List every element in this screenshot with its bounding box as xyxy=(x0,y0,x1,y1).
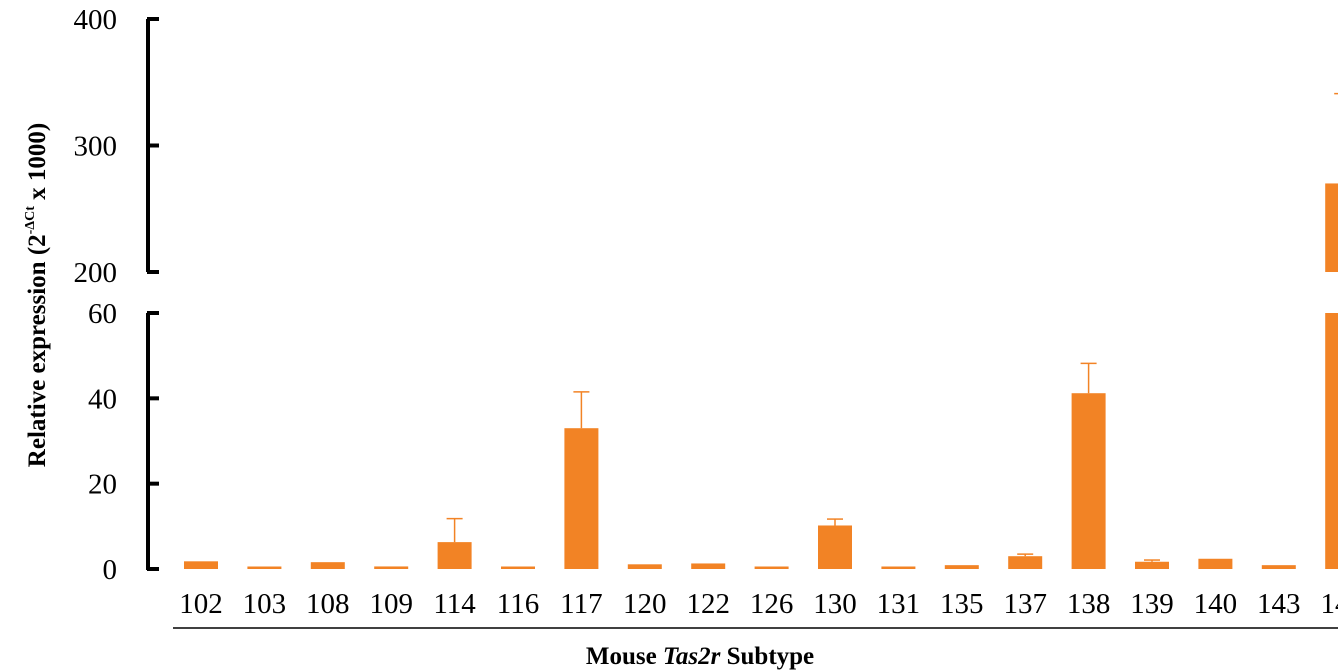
category-label-126: 126 xyxy=(750,588,794,620)
category-label-139: 139 xyxy=(1130,588,1174,620)
bar-135 xyxy=(944,565,979,569)
bar-143 xyxy=(1261,565,1296,569)
category-labels: 102 103 108 109 114 116 117 120 122 126 130 131 135 1… xyxy=(179,588,1338,620)
bar-103 xyxy=(247,566,282,569)
y-axis-title: Relative expression (2-ΔCt x 1000) xyxy=(23,123,51,467)
category-label-117: 117 xyxy=(560,588,602,620)
bar-131 xyxy=(881,566,916,569)
bar-117 xyxy=(564,428,599,569)
bar-109 xyxy=(374,566,409,569)
y-upper-tick-label: 300 xyxy=(74,131,118,163)
bar-120 xyxy=(627,564,662,569)
y-upper-tick-label: 400 xyxy=(74,4,118,36)
category-label-137: 137 xyxy=(1003,588,1047,620)
y-lower-tick-label: 0 xyxy=(103,554,118,586)
category-label-102: 102 xyxy=(179,588,223,620)
category-label-135: 135 xyxy=(940,588,984,620)
bar-108 xyxy=(310,562,345,569)
bar-116 xyxy=(501,566,535,569)
bar-140 xyxy=(1198,558,1233,569)
category-label-108: 108 xyxy=(306,588,350,620)
y-lower-tick-label: 40 xyxy=(88,383,117,415)
category-label-120: 120 xyxy=(623,588,667,620)
bar-114 xyxy=(437,542,472,569)
y-upper-tick-label: 200 xyxy=(74,257,118,289)
category-label-143: 143 xyxy=(1257,588,1301,620)
category-label-138: 138 xyxy=(1067,588,1111,620)
x-axis-title: Mouse Tas2r Subtype xyxy=(586,643,814,670)
category-label-103: 103 xyxy=(243,588,287,620)
category-label-116: 116 xyxy=(497,588,539,620)
y-lower-tick-label: 60 xyxy=(88,298,117,330)
bars-group xyxy=(184,92,1338,569)
y-lower-tick-label: 20 xyxy=(88,469,117,501)
category-label-131: 131 xyxy=(877,588,921,620)
category-label-140: 140 xyxy=(1194,588,1238,620)
bar-139 xyxy=(1135,561,1169,569)
category-label-109: 109 xyxy=(369,588,413,620)
bar-144-lower xyxy=(1325,313,1338,569)
bar-130 xyxy=(818,525,852,569)
category-label-144: 144 xyxy=(1320,588,1338,620)
bar-126 xyxy=(754,566,789,569)
bar-144-upper xyxy=(1325,183,1338,272)
bar-122 xyxy=(691,563,726,569)
category-label-114: 114 xyxy=(433,588,476,620)
bar-102 xyxy=(184,561,218,569)
category-label-122: 122 xyxy=(686,588,730,620)
category-label-130: 130 xyxy=(813,588,857,620)
bar-137 xyxy=(1008,556,1043,569)
y-axis: 0 20 40 60 200 300 400 xyxy=(74,4,159,586)
bar-138 xyxy=(1071,393,1106,569)
